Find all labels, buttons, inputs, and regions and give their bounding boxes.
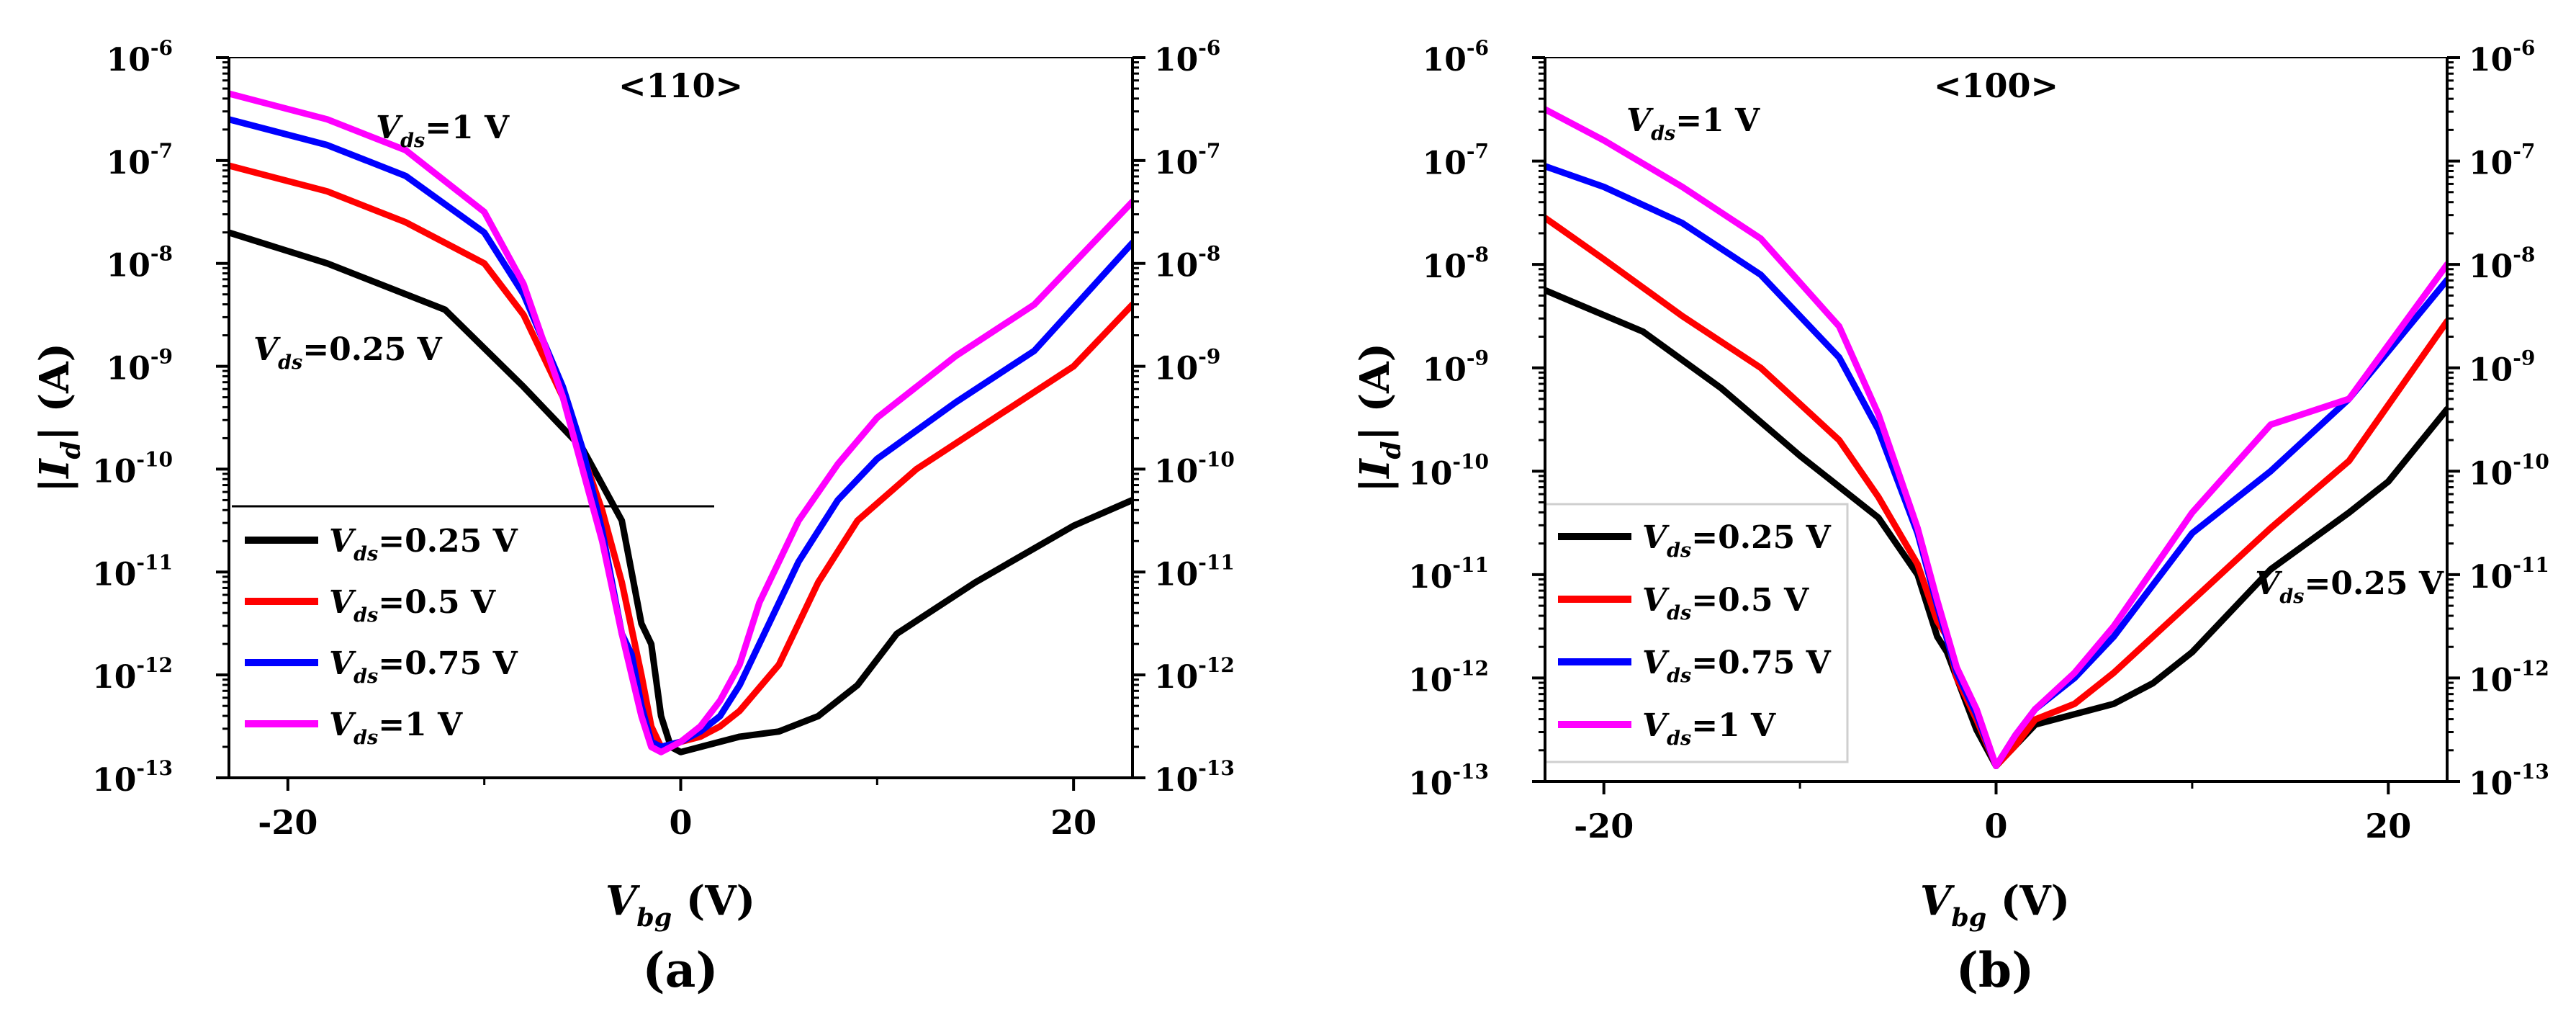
series-line-2 xyxy=(229,116,1132,750)
y-tick-label-left: 10-13 xyxy=(92,756,173,799)
y-tick-label-right: 10-13 xyxy=(2469,760,2549,802)
x-axis-label: Vbg (V) xyxy=(605,877,755,933)
legend-label: Vds=0.75 V xyxy=(329,645,518,688)
chart-panel-b: 10-13 10-13 10-12 10-12 10-11 10-11 10-10 10-10… xyxy=(1351,36,2549,998)
y-tick-label-right: 10-6 xyxy=(1154,36,1220,79)
y-tick-label-left: 10-7 xyxy=(107,139,173,181)
y-tick-label-right: 10-6 xyxy=(2469,36,2535,79)
y-tick-label-left: 10-12 xyxy=(92,653,173,696)
y-tick-label-right: 10-9 xyxy=(2469,346,2535,389)
y-tick-label-left: 10-10 xyxy=(92,447,173,490)
series-line-3 xyxy=(1545,106,2447,769)
y-tick-label-left: 10-7 xyxy=(1423,140,1489,182)
y-tick-label-left: 10-12 xyxy=(1408,656,1489,699)
y-tick-label-left: 10-6 xyxy=(1423,36,1489,79)
x-axis-label: Vbg (V) xyxy=(1920,877,2070,933)
x-tick-label: 20 xyxy=(1050,803,1096,842)
y-tick-label-right: 10-8 xyxy=(2469,243,2535,285)
y-tick-label-left: 10-6 xyxy=(107,36,173,79)
chart-title: <110> xyxy=(618,66,743,105)
x-tick-label: 0 xyxy=(1984,807,2007,846)
y-tick-label-left: 10-9 xyxy=(1423,346,1489,389)
chart-panel-a: 10-13 10-13 10-12 10-12 10-11 10-11 10-10 10-10… xyxy=(31,36,1235,998)
y-tick-label-right: 10-9 xyxy=(1154,345,1220,387)
series-line-3 xyxy=(229,90,1132,755)
curve-annotation: Vds=1 V xyxy=(376,109,510,152)
x-tick-label: 0 xyxy=(669,803,692,842)
y-tick-label-right: 10-7 xyxy=(2469,140,2535,182)
x-tick-label: -20 xyxy=(258,803,318,842)
y-tick-label-right: 10-10 xyxy=(1154,447,1235,490)
legend-label: Vds=0.75 V xyxy=(1642,645,1832,687)
y-tick-label-left: 10-10 xyxy=(1408,449,1489,492)
y-tick-label-right: 10-8 xyxy=(1154,242,1220,284)
panel-label: (b) xyxy=(1956,942,2035,998)
x-tick-label: 20 xyxy=(2365,807,2411,846)
legend-label: Vds=1 V xyxy=(329,707,463,749)
y-tick-label-left: 10-11 xyxy=(92,550,173,593)
y-tick-label-left: 10-8 xyxy=(107,242,173,284)
curve-annotation: Vds=0.25 V xyxy=(2255,565,2444,608)
y-tick-label-right: 10-11 xyxy=(1154,550,1235,593)
legend-label: Vds=0.5 V xyxy=(1642,582,1809,624)
y-tick-label-right: 10-13 xyxy=(1154,756,1235,799)
x-tick-label: -20 xyxy=(1574,807,1634,846)
legend-box xyxy=(232,506,534,758)
y-tick-label-right: 10-12 xyxy=(2469,656,2549,699)
legend-label: Vds=1 V xyxy=(1642,707,1776,750)
y-tick-label-left: 10-11 xyxy=(1408,553,1489,596)
series-line-0 xyxy=(229,229,1132,755)
chart-title: <100> xyxy=(1934,66,2058,105)
y-tick-label-right: 10-11 xyxy=(2469,553,2549,596)
y-tick-label-right: 10-10 xyxy=(2469,449,2549,492)
panel-label: (a) xyxy=(642,942,718,998)
y-tick-label-right: 10-12 xyxy=(1154,653,1235,696)
legend-label: Vds=0.25 V xyxy=(329,523,518,565)
legend-label: Vds=0.25 V xyxy=(1642,519,1832,562)
curve-annotation: Vds=1 V xyxy=(1626,102,1760,145)
legend-label: Vds=0.5 V xyxy=(329,584,496,627)
y-axis-label: |Id| (A) xyxy=(31,343,86,493)
y-tick-label-left: 10-9 xyxy=(107,345,173,387)
y-tick-label-right: 10-7 xyxy=(1154,139,1220,181)
y-tick-label-left: 10-8 xyxy=(1423,243,1489,285)
curve-annotation: Vds=0.25 V xyxy=(253,331,443,374)
y-axis-label: |Id| (A) xyxy=(1351,343,1407,493)
y-tick-label-left: 10-13 xyxy=(1408,760,1489,802)
